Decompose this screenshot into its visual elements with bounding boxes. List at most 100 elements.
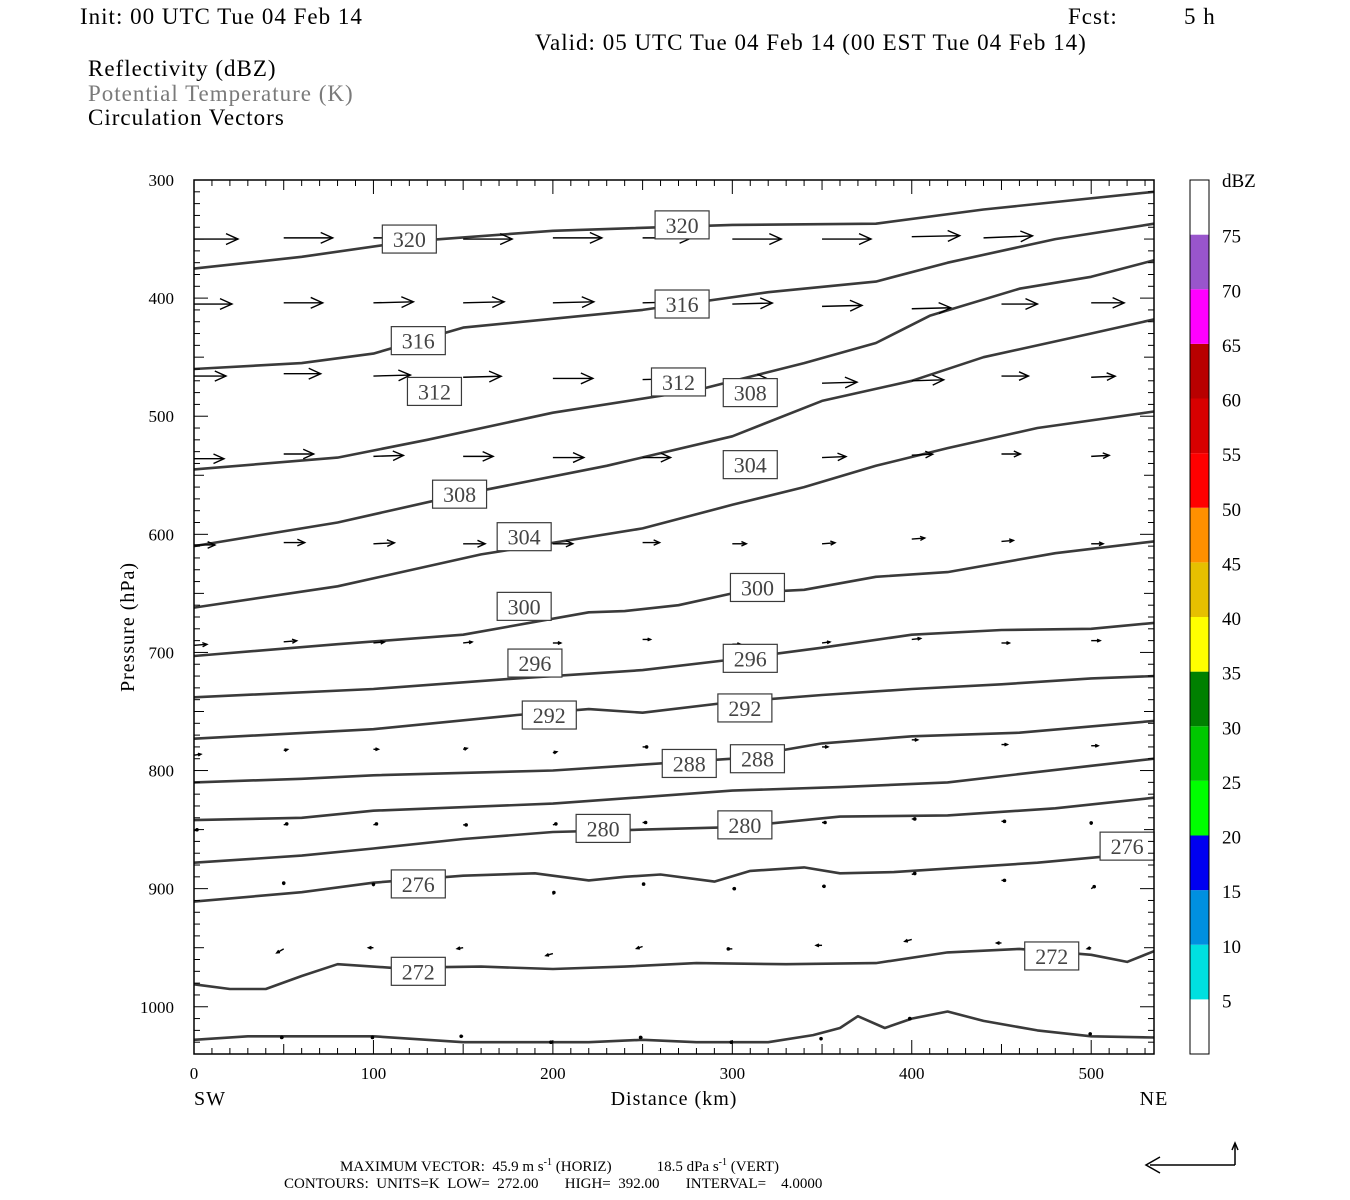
circulation-vector <box>1091 541 1105 547</box>
colorbar-tick-label: 55 <box>1222 445 1241 466</box>
vector-head <box>938 302 953 315</box>
vector-head <box>401 296 416 309</box>
vector-head <box>202 641 209 648</box>
vector-head <box>375 747 381 752</box>
circulation-vector <box>732 886 737 891</box>
contour-label-text: 308 <box>443 482 476 507</box>
circulation-vector <box>1091 452 1111 460</box>
vector-head <box>653 539 662 546</box>
circulation-vector <box>552 750 559 755</box>
vector-shaft <box>911 453 933 456</box>
valid-time: Valid: 05 UTC Tue 04 Feb 14 (00 EST Tue … <box>535 30 1087 55</box>
vector-head <box>310 296 325 309</box>
vector-head <box>947 229 962 242</box>
vector-head <box>849 299 864 312</box>
vector-head <box>644 745 649 749</box>
circulation-vector <box>1091 638 1102 643</box>
vector-head <box>824 744 830 749</box>
circulation-vector <box>373 539 397 548</box>
circulation-vector <box>281 881 286 886</box>
vector-head <box>1004 742 1010 747</box>
vector-head <box>308 367 323 380</box>
colorbar-tick-label: 45 <box>1222 554 1241 575</box>
vector-head <box>858 233 873 246</box>
circulation-vector <box>552 231 604 244</box>
circulation-vector <box>1089 821 1093 825</box>
vector-head <box>302 448 316 460</box>
contour-label-312: 312 <box>406 376 463 407</box>
x-axis-label: Distance (km) <box>611 1088 738 1110</box>
y-tick-label: 300 <box>149 171 175 190</box>
vector-head <box>1112 296 1126 309</box>
circulation-vector <box>463 539 487 548</box>
colorbar-tick-label: 15 <box>1222 882 1241 903</box>
theta-contour-276 <box>193 850 1155 903</box>
vector-head <box>1018 371 1031 381</box>
vector-shaft <box>822 304 863 308</box>
vector-head <box>732 886 737 891</box>
x-tick-label: 400 <box>899 1064 925 1083</box>
theta-contour-320 <box>193 190 1155 270</box>
circulation-vector <box>911 636 923 641</box>
vector-shaft <box>911 307 951 310</box>
vector-head <box>660 452 673 463</box>
vector-head <box>994 940 1000 945</box>
y-tick-label: 700 <box>149 643 175 662</box>
circulation-vector <box>283 296 325 309</box>
y-tick-label: 400 <box>149 289 175 308</box>
vector-head <box>1002 878 1007 883</box>
circulation-vector <box>462 747 469 751</box>
circulation-vector <box>642 637 653 642</box>
vector-head <box>907 1016 912 1021</box>
field-potential-temperature: Potential Temperature (K) <box>88 81 354 106</box>
circulation-vector <box>822 452 848 462</box>
contour-label-276: 276 <box>390 869 446 899</box>
contour-label-text: 320 <box>666 213 699 238</box>
x-tick-label: 200 <box>540 1064 566 1083</box>
colorbar-swatch <box>1190 234 1209 290</box>
contour-label-304: 304 <box>496 522 552 552</box>
contour-label-box <box>722 450 778 480</box>
contour-label-box <box>507 648 563 678</box>
circulation-vector <box>552 452 586 464</box>
circulation-vector <box>1090 884 1096 890</box>
contour-label-box <box>729 572 786 603</box>
colorbar-unit: dBZ <box>1222 171 1256 192</box>
circulation-vector <box>544 952 554 957</box>
circulation-vector <box>552 296 596 309</box>
contour-label-text: 288 <box>741 747 774 772</box>
circulation-vector <box>726 947 733 951</box>
circulation-vector <box>193 641 209 648</box>
vector-head <box>398 369 413 382</box>
vector-shaft <box>1091 454 1110 458</box>
circulation-vector <box>821 640 832 645</box>
circulation-vector <box>1001 742 1010 747</box>
vector-head <box>814 943 820 948</box>
contour-label-316: 316 <box>390 326 446 356</box>
circulation-vector <box>373 639 387 645</box>
contour-label-296: 296 <box>722 643 778 673</box>
vector-head <box>1006 640 1012 645</box>
colorbar-swatch <box>1190 999 1209 1054</box>
vector-head <box>557 640 563 645</box>
reference-vector-icon <box>1144 1141 1239 1174</box>
contour-label-box <box>729 744 786 774</box>
vector-head <box>903 938 909 943</box>
vector-head <box>455 946 461 951</box>
colorbar-tick-label: 25 <box>1222 773 1241 794</box>
contour-label-text: 296 <box>734 646 767 671</box>
vector-head <box>830 540 837 546</box>
y-tick-label: 1000 <box>140 998 174 1017</box>
colorbar-swatch <box>1190 398 1209 454</box>
contour-label-box <box>654 289 710 319</box>
circulation-vector <box>1001 450 1023 458</box>
forecast-label: Fcst: <box>1068 4 1118 29</box>
colorbar-swatch <box>1190 289 1209 344</box>
colorbar-tick-label: 50 <box>1222 500 1241 521</box>
vector-head <box>1025 297 1040 311</box>
y-tick-label: 800 <box>149 762 175 781</box>
circulation-vector <box>370 1035 375 1040</box>
max-horiz-exponent: -1 <box>543 1157 552 1168</box>
vector-shaft <box>373 374 411 377</box>
